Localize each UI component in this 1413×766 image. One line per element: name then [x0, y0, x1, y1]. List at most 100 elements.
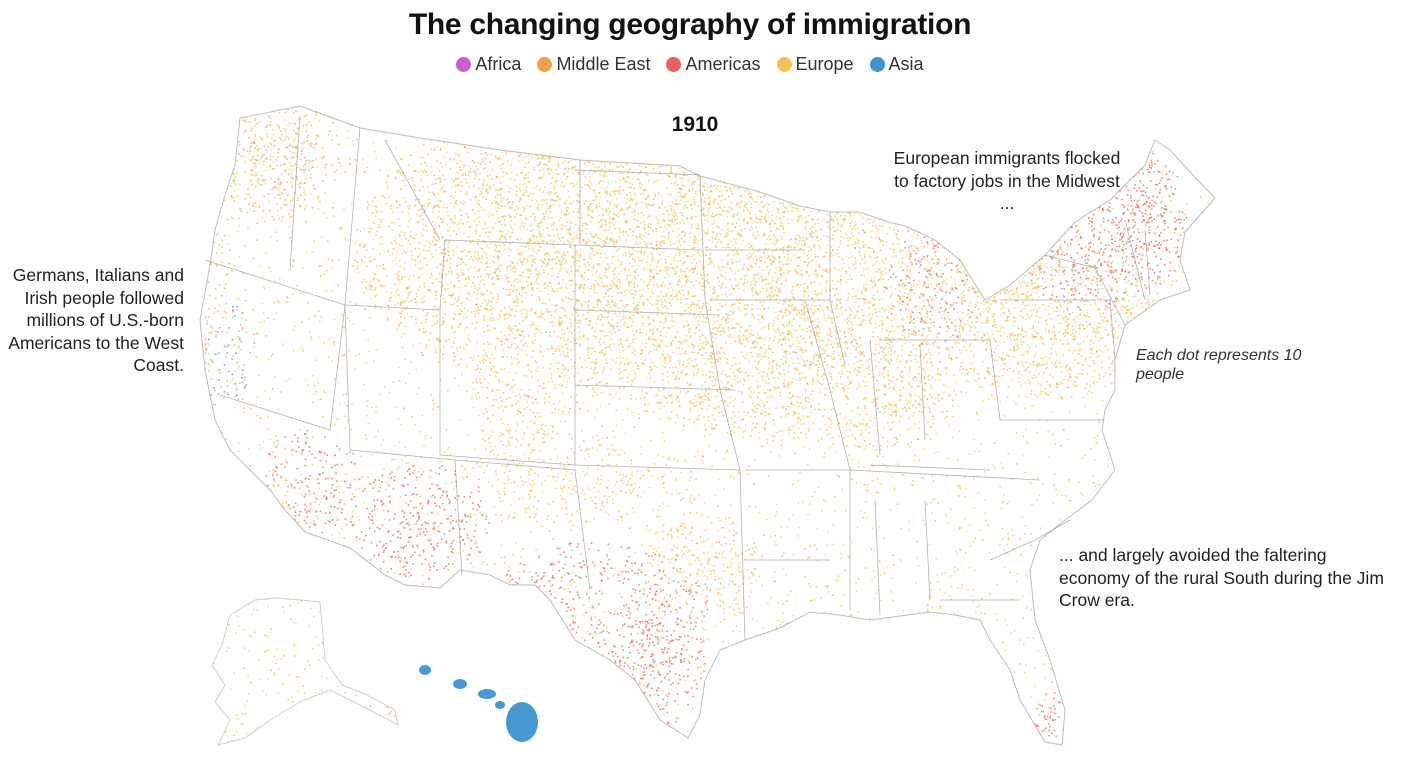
immigrant-dot [1008, 696, 1010, 698]
immigrant-dot [508, 444, 511, 446]
immigrant-dot [771, 295, 773, 298]
chart-title: The changing geography of immigration [408, 8, 972, 41]
immigrant-dot [480, 563, 483, 565]
immigrant-dot [989, 273, 992, 275]
immigrant-dot [411, 254, 413, 257]
immigrant-dot [928, 283, 930, 286]
immigrant-dot [833, 388, 835, 391]
immigrant-dot [769, 259, 772, 261]
immigrant-dot [860, 678, 862, 681]
immigrant-dot [529, 115, 532, 118]
immigrant-dot [934, 226, 936, 228]
immigrant-dot [531, 288, 534, 290]
immigrant-dot [358, 622, 361, 624]
immigrant-dot [921, 308, 924, 310]
immigrant-dot [466, 298, 468, 300]
immigrant-dot [1006, 369, 1008, 371]
immigrant-dot [787, 253, 789, 256]
immigrant-dot [739, 195, 742, 197]
immigrant-dot [378, 279, 380, 282]
immigrant-dot [764, 355, 766, 358]
immigrant-dot [743, 162, 745, 165]
immigrant-dot [419, 276, 421, 278]
immigrant-dot [862, 298, 865, 300]
immigrant-dot [1005, 250, 1008, 252]
immigrant-dot [1075, 385, 1077, 387]
immigrant-dot [668, 603, 670, 605]
immigrant-dot [474, 448, 476, 451]
immigrant-dot [840, 605, 842, 608]
immigrant-dot [739, 160, 741, 162]
immigrant-dot [678, 252, 680, 254]
immigrant-dot [726, 243, 728, 246]
immigrant-dot [1012, 334, 1014, 337]
immigrant-dot [1059, 682, 1062, 685]
immigrant-dot [503, 587, 506, 590]
immigrant-dot [945, 385, 948, 387]
immigrant-dot [611, 222, 614, 224]
immigrant-dot [924, 372, 926, 375]
immigrant-dot [420, 322, 423, 324]
immigrant-dot [1172, 171, 1174, 174]
immigrant-dot [299, 168, 301, 171]
immigrant-dot [208, 369, 210, 372]
immigrant-dot [641, 563, 643, 565]
immigrant-dot [785, 207, 788, 209]
immigrant-dot [1138, 206, 1140, 209]
immigrant-dot [223, 345, 226, 348]
immigrant-dot [1038, 714, 1041, 716]
immigrant-dot [495, 389, 498, 391]
immigrant-dot [520, 153, 522, 156]
immigrant-dot [781, 247, 784, 249]
immigrant-dot [504, 274, 507, 277]
immigrant-dot [888, 331, 891, 333]
immigrant-dot [428, 563, 430, 566]
immigrant-dot [1127, 204, 1129, 207]
immigrant-dot [806, 171, 808, 173]
immigrant-dot [489, 110, 491, 113]
immigrant-dot [1163, 239, 1165, 242]
immigrant-dot [1125, 312, 1127, 314]
immigrant-dot [430, 543, 433, 545]
immigrant-dot [697, 239, 700, 242]
immigrant-dot [548, 748, 550, 750]
immigrant-dot [511, 362, 513, 365]
immigrant-dot [489, 317, 491, 320]
immigrant-dot [932, 730, 934, 733]
immigrant-dot [660, 401, 662, 404]
immigrant-dot [744, 357, 747, 359]
immigrant-dot [601, 208, 604, 211]
immigrant-dot [848, 212, 851, 215]
immigrant-dot [812, 190, 814, 192]
immigrant-dot [601, 316, 604, 318]
immigrant-dot [479, 361, 481, 364]
immigrant-dot [1062, 536, 1064, 538]
immigrant-dot [1156, 159, 1159, 162]
immigrant-dot [969, 260, 972, 263]
immigrant-dot [467, 515, 469, 518]
immigrant-dot [720, 259, 723, 261]
immigrant-dot [403, 407, 405, 410]
immigrant-dot [1182, 453, 1185, 455]
immigrant-dot [231, 270, 233, 272]
immigrant-dot [908, 354, 911, 357]
immigrant-dot [612, 499, 614, 501]
immigrant-dot [1002, 729, 1005, 731]
immigrant-dot [370, 519, 372, 521]
immigrant-dot [719, 138, 722, 140]
immigrant-dot [1024, 407, 1026, 410]
immigrant-dot [349, 320, 351, 322]
immigrant-dot [371, 510, 374, 512]
immigrant-dot [789, 198, 792, 200]
immigrant-dot [255, 356, 258, 358]
immigrant-dot [666, 331, 668, 334]
immigrant-dot [1051, 719, 1054, 721]
immigrant-dot [1040, 384, 1042, 387]
immigrant-dot [1132, 219, 1135, 221]
immigrant-dot [853, 425, 856, 428]
immigrant-dot [463, 743, 465, 745]
immigrant-dot [549, 116, 552, 119]
immigrant-dot [1025, 298, 1028, 301]
immigrant-dot [560, 323, 563, 326]
immigrant-dot [454, 473, 456, 476]
